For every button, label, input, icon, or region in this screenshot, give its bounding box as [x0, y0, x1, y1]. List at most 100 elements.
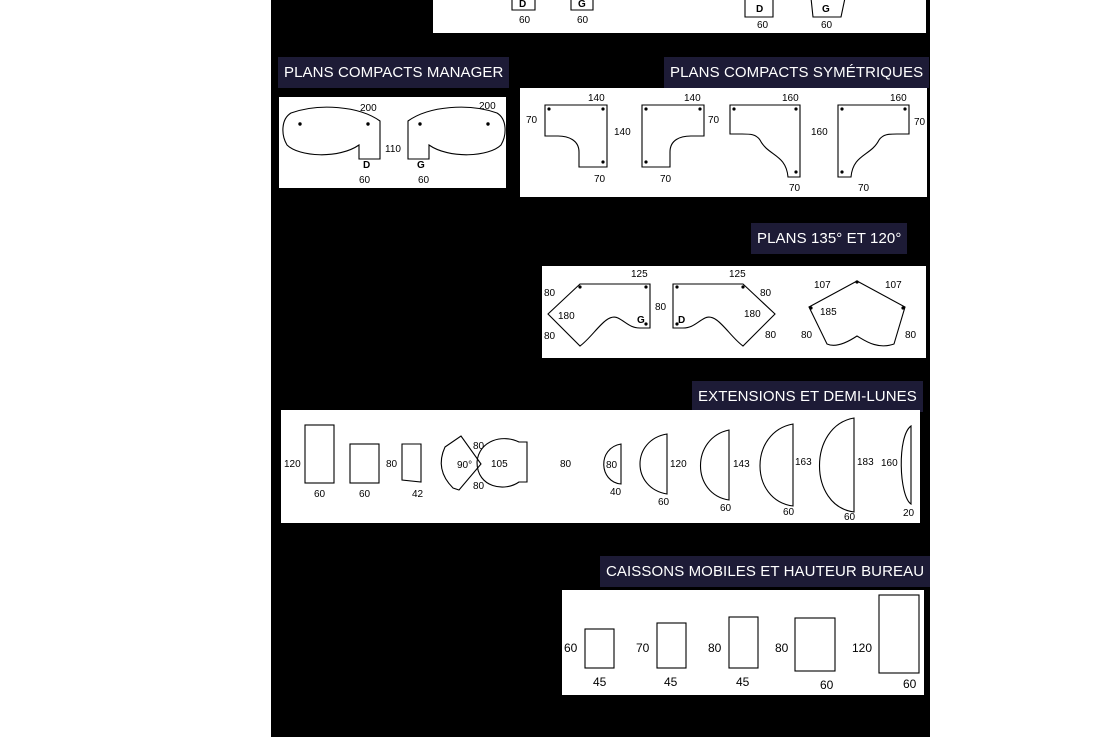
dim-label: 180: [558, 311, 575, 322]
demi-lune: [603, 443, 622, 485]
dim-label: 60: [418, 175, 430, 186]
dim-label: 125: [729, 269, 746, 280]
fixing-point: [486, 122, 490, 126]
fixing-point: [855, 280, 859, 284]
desk-shape-symetric: [641, 104, 705, 168]
dim-label: 200: [479, 101, 496, 112]
fixing-point: [675, 285, 679, 289]
dim-label: 60: [359, 489, 371, 500]
desk-shape-d: [744, 0, 774, 18]
top-strip-drawing: D G 60 60 D G 60 60: [511, 0, 846, 31]
desk-shape-manager-d: [282, 106, 381, 160]
dim-label: G: [578, 0, 586, 10]
fixing-point: [794, 170, 798, 174]
dim-label: 60: [821, 20, 833, 31]
dim-label: 80: [386, 459, 398, 470]
fixing-point: [644, 107, 648, 111]
fixing-point: [901, 306, 905, 310]
dim-label: 140: [614, 127, 631, 138]
caisson-rect: [584, 628, 615, 669]
dim-label: 160: [881, 458, 898, 469]
fixing-point: [644, 322, 648, 326]
dim-label: 80: [801, 330, 813, 341]
fixing-point: [840, 107, 844, 111]
dim-label: 70: [594, 174, 606, 185]
demi-lune: [759, 423, 794, 507]
dim-label: G: [417, 160, 425, 171]
dim-label: 105: [491, 459, 508, 470]
dim-label: 90°: [457, 460, 472, 471]
dim-label: 183: [857, 457, 874, 468]
dim-label: 80: [560, 459, 572, 470]
desk-shape-manager-g: [407, 106, 506, 160]
demi-lune-narrow: [900, 424, 912, 506]
dim-label: 60: [783, 507, 795, 518]
compacts-manager-drawing: 200 D 110 60 200 G 60: [282, 101, 506, 186]
section-title-compacts-manager: PLANS COMPACTS MANAGER: [278, 57, 510, 88]
caisson-rect: [656, 622, 687, 669]
fixing-point: [675, 322, 679, 326]
dim-label: 163: [795, 457, 812, 468]
extension-rect: [304, 424, 335, 484]
dim-label: D: [678, 315, 685, 326]
dim-label: 80: [544, 331, 556, 342]
dim-label: 70: [526, 115, 538, 126]
fixing-point: [903, 107, 907, 111]
extensions-demi-lunes-drawing: 120 60 60 80 42 80 90° 80 105 80 80 40 1…: [284, 417, 915, 523]
dim-label: 80: [606, 460, 618, 471]
fixing-point: [644, 160, 648, 164]
dim-label: 80: [760, 288, 772, 299]
dim-label: D: [756, 4, 763, 15]
fixing-point: [809, 306, 813, 310]
fixing-point: [732, 107, 736, 111]
dim-label: D: [363, 160, 370, 171]
dim-label: 60: [844, 512, 856, 523]
extension-rect: [349, 443, 380, 484]
extension-quarter: [440, 435, 482, 491]
fixing-point: [298, 122, 302, 126]
dim-label: 80: [544, 288, 556, 299]
compacts-symetriques-drawing: 140 70 140 70 140 70 70 160 160 70 160 7…: [526, 93, 926, 194]
dim-label: 140: [588, 93, 605, 104]
dim-label: 80: [708, 641, 722, 655]
dim-label: 160: [890, 93, 907, 104]
desk-shape-g: [810, 0, 846, 18]
fixing-point: [366, 122, 370, 126]
dim-label: 160: [811, 127, 828, 138]
dim-label: 80: [765, 330, 777, 341]
dim-label: 60: [564, 641, 578, 655]
compacts-manager-panel: 200 D 110 60 200 G 60: [279, 97, 506, 188]
caissons-mobiles-panel: 60 45 70 45 80 45 80 60 120 60: [562, 590, 924, 695]
dim-label: 60: [658, 497, 670, 508]
dim-label: 160: [782, 93, 799, 104]
plans-135-120-drawing: 125 80 180 80 G 125 80 D 180 80 80 107 1…: [544, 269, 917, 347]
dim-label: 125: [631, 269, 648, 280]
dim-label: 107: [885, 280, 902, 291]
section-title-extensions-demi-lunes: EXTENSIONS ET DEMI-LUNES: [692, 381, 923, 412]
fixing-point: [418, 122, 422, 126]
bureau-height-rect: [878, 594, 920, 674]
section-title-plans-135-120: PLANS 135° ET 120°: [751, 223, 908, 254]
dim-label: 120: [284, 459, 301, 470]
dim-label: 107: [814, 280, 831, 291]
fixing-point: [547, 107, 551, 111]
dim-label: 80: [775, 641, 789, 655]
extensions-demi-lunes-panel: 120 60 60 80 42 80 90° 80 105 80 80 40 1…: [281, 410, 920, 523]
bureau-height-rect: [794, 617, 836, 672]
plans-135-120-panel: 125 80 180 80 G 125 80 D 180 80 80 107 1…: [542, 266, 926, 358]
dim-label: 180: [744, 309, 761, 320]
dim-label: 80: [905, 330, 917, 341]
fixing-point: [644, 285, 648, 289]
dim-label: 60: [903, 677, 917, 691]
section-title-compacts-symetriques: PLANS COMPACTS SYMÉTRIQUES: [664, 57, 930, 88]
dim-label: 60: [314, 489, 326, 500]
dim-label: 70: [660, 174, 672, 185]
desk-shape-g: [570, 0, 594, 11]
catalog-sheet: D G 60 60 D G 60 60 PLANS COMPACTS MANAG…: [271, 0, 931, 737]
top-strip-panel: D G 60 60 D G 60 60: [433, 0, 926, 33]
dim-label: 200: [360, 103, 377, 114]
dim-label: 60: [519, 15, 531, 26]
demi-lune: [639, 433, 668, 495]
dim-label: 45: [736, 675, 750, 689]
fixing-point: [840, 170, 844, 174]
